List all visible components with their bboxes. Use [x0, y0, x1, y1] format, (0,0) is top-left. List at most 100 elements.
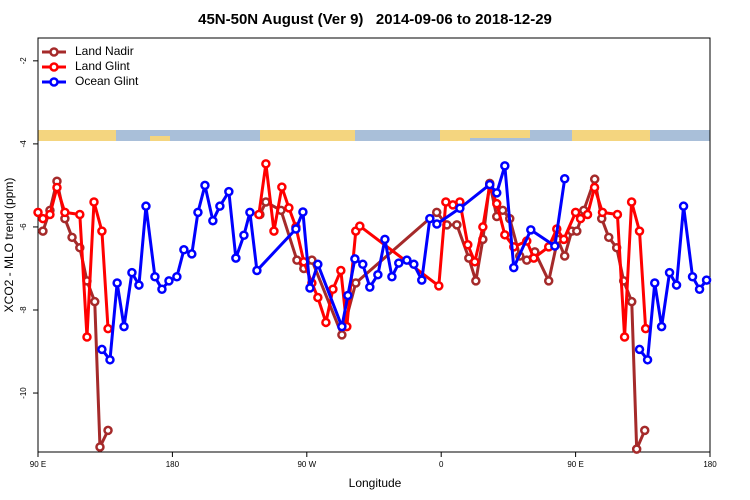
data-point [261, 197, 271, 207]
data-point [575, 213, 586, 224]
data-point [484, 179, 495, 190]
data-point [640, 323, 651, 334]
plot-frame [37, 37, 711, 453]
y-tick-label: -6 [19, 223, 28, 231]
data-point [321, 317, 331, 328]
data-point [649, 278, 660, 288]
legend-label: Ocean Glint [75, 74, 139, 88]
data-point [215, 201, 225, 211]
data-point [664, 267, 675, 278]
data-point [298, 207, 308, 217]
data-point [597, 207, 608, 218]
data-point [193, 207, 203, 218]
data-point [478, 222, 488, 232]
data-point [358, 259, 368, 270]
x-tick-label: 90 E [567, 460, 583, 469]
data-point [224, 186, 234, 197]
data-point [103, 323, 113, 334]
x-tick-label: 90 W [297, 460, 316, 469]
data-point [526, 225, 536, 235]
data-point [452, 220, 462, 230]
data-point [75, 209, 85, 220]
data-point [619, 332, 630, 342]
legend-marker [49, 47, 59, 57]
data-point [631, 444, 642, 454]
data-point [559, 174, 570, 184]
data-point [245, 207, 255, 218]
y-axis-label: XCO2 - MLO trend (ppm) [2, 178, 16, 313]
y-tick-label: -4 [19, 140, 28, 148]
data-point [269, 226, 279, 236]
y-tick-label: -2 [19, 57, 28, 65]
data-point [656, 321, 667, 332]
data-point [67, 232, 77, 243]
data-point [432, 219, 442, 229]
data-point [559, 251, 570, 261]
data-point [373, 269, 383, 280]
data-point [95, 442, 105, 452]
data-point [337, 330, 347, 340]
data-point [38, 213, 48, 224]
data-point [529, 253, 539, 263]
data-point [337, 321, 347, 332]
data-point [45, 209, 55, 220]
data-point [141, 201, 151, 211]
data-point [119, 321, 129, 332]
data-point [103, 425, 113, 436]
data-point [694, 284, 705, 294]
data-point [455, 203, 465, 214]
legend-label: Land Nadir [75, 44, 134, 58]
legend-marker [49, 62, 59, 72]
y-tick-label: -8 [19, 306, 28, 314]
data-point [687, 272, 698, 282]
data-point [612, 209, 623, 220]
data-point [701, 275, 712, 285]
data-point [355, 221, 365, 231]
data-point [582, 209, 593, 220]
data-point [157, 284, 167, 294]
data-point [313, 259, 323, 270]
data-point [252, 265, 262, 276]
data-point [380, 234, 390, 245]
data-point [254, 209, 264, 220]
data-point [179, 245, 189, 255]
data-point [239, 230, 249, 240]
data-point [172, 272, 182, 282]
data-point [559, 234, 569, 245]
data-point [509, 262, 519, 273]
data-point [313, 292, 323, 303]
data-point [150, 272, 160, 282]
world-map-strip [38, 130, 710, 141]
data-point [208, 215, 218, 226]
data-point [164, 276, 174, 286]
data-point [639, 425, 650, 436]
data-point [634, 226, 645, 236]
data-point [127, 267, 137, 278]
data-point [336, 265, 346, 276]
data-point [570, 207, 581, 218]
data-point [470, 257, 480, 267]
x-tick-label: 90 E [30, 460, 46, 469]
data-point [134, 280, 144, 290]
data-point [550, 241, 560, 251]
data-point [343, 290, 353, 301]
data-point [543, 276, 554, 286]
data-point [52, 182, 62, 193]
data-point [572, 226, 582, 236]
data-point [589, 182, 600, 193]
data-point [500, 161, 510, 171]
data-point [89, 296, 100, 307]
data-point [231, 253, 241, 263]
data-point [678, 201, 689, 211]
data-point [187, 249, 197, 259]
x-tick-label: 180 [703, 460, 717, 469]
legend-marker [49, 77, 59, 87]
data-point [671, 280, 682, 290]
data-point [492, 188, 502, 198]
data-point [38, 226, 48, 236]
x-tick-label: 0 [439, 460, 444, 469]
data-point [350, 254, 360, 264]
data-point [642, 355, 653, 365]
data-point [402, 255, 412, 265]
